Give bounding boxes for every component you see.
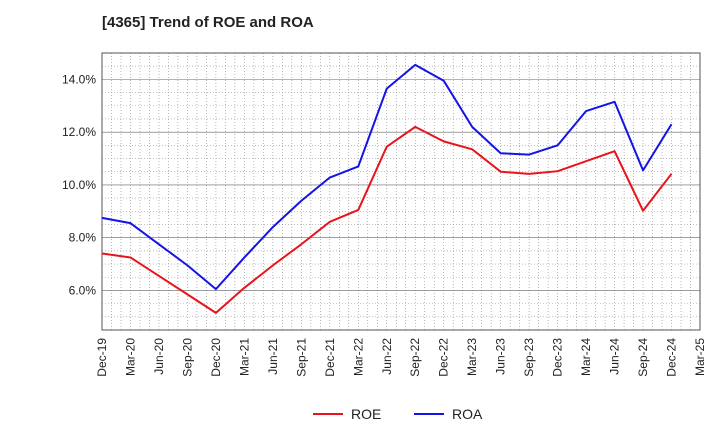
x-tick-label: Jun-24 [608, 338, 622, 375]
x-tick-label: Mar-23 [465, 338, 479, 376]
y-tick-label: 14.0% [62, 72, 96, 86]
y-axis-ticks: 6.0% 8.0% 10.0% 12.0% 14.0% [62, 72, 96, 297]
grid-lines [101, 53, 701, 330]
x-tick-label: Sep-24 [636, 338, 650, 377]
x-tick-label: Dec-20 [209, 338, 223, 377]
x-tick-label: Mar-22 [351, 338, 365, 376]
x-tick-label: Sep-22 [408, 338, 422, 377]
legend-label-roa: ROA [452, 406, 483, 422]
x-tick-label: Mar-21 [237, 338, 251, 376]
x-tick-label: Dec-23 [551, 338, 565, 377]
x-tick-label: Sep-20 [180, 338, 194, 377]
x-tick-label: Dec-24 [665, 338, 679, 377]
x-tick-label: Dec-19 [95, 338, 109, 377]
x-tick-label: Jun-21 [266, 338, 280, 375]
x-tick-label: Jun-23 [494, 338, 508, 375]
x-tick-label: Jun-20 [152, 338, 166, 375]
chart-title: [4365] Trend of ROE and ROA [102, 14, 314, 31]
y-tick-label: 12.0% [62, 125, 96, 139]
x-tick-label: Sep-21 [294, 338, 308, 377]
legend-label-roe: ROE [351, 406, 381, 422]
series-lines [101, 63, 673, 314]
series-line-roe [101, 125, 673, 314]
series-line-roa [101, 63, 673, 291]
y-tick-label: 6.0% [69, 283, 97, 297]
x-tick-label: Dec-21 [323, 338, 337, 377]
x-axis-ticks: Dec-19 Mar-20 Jun-20 Sep-20 Dec-20 Mar-21 Jun-… [95, 338, 707, 377]
x-tick-label: Mar-24 [579, 338, 593, 376]
axes [101, 52, 701, 331]
plot-frame [101, 52, 701, 331]
y-tick-label: 8.0% [69, 231, 97, 245]
y-tick-label: 10.0% [62, 178, 96, 192]
x-tick-label: Jun-22 [380, 338, 394, 375]
legend: ROE ROA [313, 406, 483, 422]
x-tick-label: Sep-23 [522, 338, 536, 377]
x-tick-label: Mar-25 [693, 338, 707, 376]
x-tick-label: Mar-20 [123, 338, 137, 376]
x-tick-label: Dec-22 [437, 338, 451, 377]
